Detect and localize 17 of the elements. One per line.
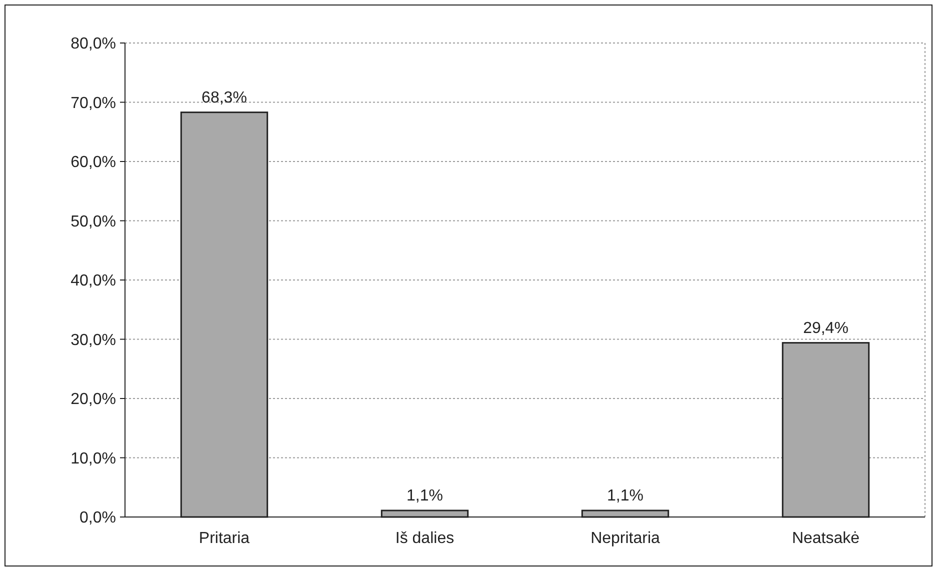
data-label: 68,3% [202, 89, 247, 106]
y-tick-label: 60,0% [70, 154, 116, 172]
y-tick-label: 80,0% [70, 36, 116, 53]
data-label: 29,4% [803, 320, 848, 337]
x-tick-label: Pritaria [198, 530, 250, 547]
y-tick-label: 20,0% [70, 391, 116, 408]
y-tick-label: 0,0% [80, 510, 116, 527]
data-label: 1,1% [406, 487, 443, 504]
x-tick-label: Iš dalies [395, 530, 454, 547]
x-tick-label: Neatsakė [792, 530, 860, 547]
y-tick-label: 50,0% [70, 213, 116, 230]
y-tick-label: 30,0% [70, 332, 116, 349]
y-tick-label: 10,0% [70, 450, 116, 468]
data-label: 1,1% [607, 487, 644, 504]
y-tick-label: 70,0% [70, 94, 116, 112]
y-tick-label: 40,0% [70, 272, 116, 290]
x-tick-label: Nepritaria [590, 530, 660, 547]
